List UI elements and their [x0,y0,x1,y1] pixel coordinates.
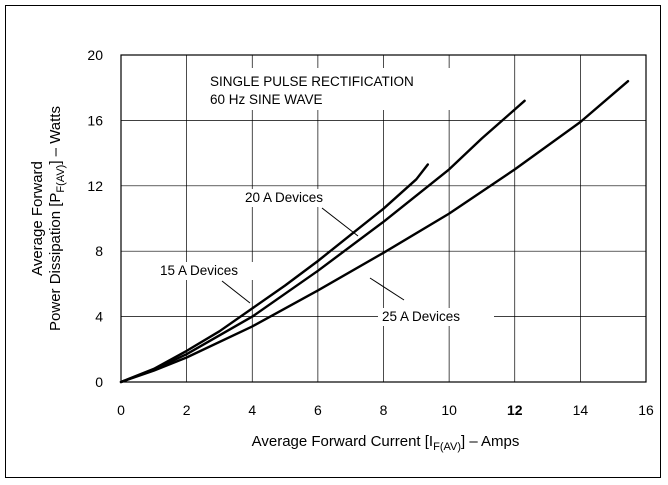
x-tick-label: 10 [441,402,457,418]
leader-25a [369,277,405,301]
x-tick-label: 8 [380,402,388,418]
label-25a-background [378,308,494,326]
leader-15a [221,280,251,304]
x-axis-ticks: 0 2 4 6 8 10 12 14 16 [117,402,654,418]
annotation-line-1: SINGLE PULSE RECTIFICATION [210,74,414,89]
y-axis-label-line-1: Average Forward [29,161,46,276]
x-tick-label: 0 [117,402,125,418]
y-axis-label-sub: F(AV) [55,165,67,193]
leader-20a [321,207,359,237]
y-axis-ticks: 0 4 8 12 16 20 [87,47,103,390]
x-tick-label: 2 [183,402,191,418]
y-tick-label: 12 [87,178,103,194]
x-axis-label-post: ] – Amps [461,433,519,450]
x-axis-label: Average Forward Current [IF(AV)] – Amps [252,433,520,453]
annotation-box-background [204,68,494,110]
y-axis-label-post: ] – Watts [47,106,64,165]
x-tick-label: 4 [248,402,256,418]
x-axis-label-pre: Average Forward Current [I [252,433,433,450]
y-tick-label: 8 [95,243,103,259]
x-axis-label-sub: F(AV) [433,441,461,453]
x-tick-label: 12 [507,402,523,418]
y-tick-label: 16 [87,112,103,128]
label-15a-devices: 15 A Devices [160,263,238,278]
x-tick-label: 6 [314,402,322,418]
label-25a-devices: 25 A Devices [382,309,460,324]
plot-area [120,54,647,383]
label-20a-devices: 20 A Devices [245,190,323,205]
annotation-line-2: 60 Hz SINE WAVE [210,92,323,107]
series-line-3 [119,80,630,384]
series-line-2 [119,99,526,384]
y-tick-label: 0 [95,374,103,390]
y-axis-label-line-2: Power Dissipation [PF(AV)] – Watts [47,106,67,331]
y-axis-label: Average Forward Power Dissipation [PF(AV… [29,106,67,331]
series-layer [119,80,630,384]
x-tick-label: 16 [638,402,654,418]
y-tick-label: 20 [87,47,103,63]
series-line-1 [119,163,429,384]
label-15a-background [156,262,268,280]
y-axis-label-pre: Power Dissipation [P [47,193,64,331]
x-tick-label: 14 [573,402,589,418]
chart-frame [5,5,661,478]
y-tick-label: 4 [95,309,103,325]
label-20a-background [241,189,353,207]
